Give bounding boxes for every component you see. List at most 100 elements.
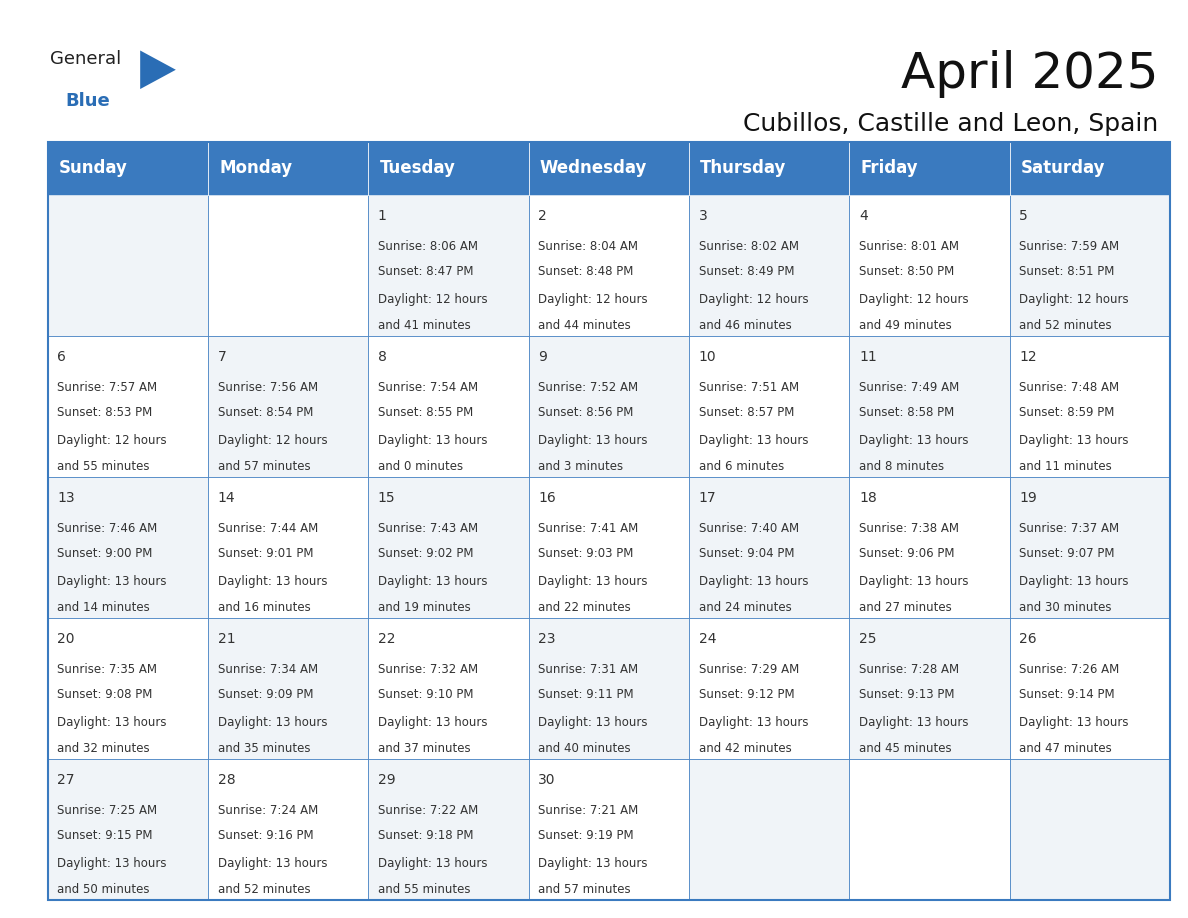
Text: Sunset: 8:56 PM: Sunset: 8:56 PM <box>538 406 633 420</box>
Text: Sunset: 8:53 PM: Sunset: 8:53 PM <box>57 406 152 420</box>
Text: 13: 13 <box>57 491 75 505</box>
Text: Daylight: 12 hours: Daylight: 12 hours <box>217 434 327 447</box>
FancyBboxPatch shape <box>529 195 689 336</box>
Text: and 22 minutes: and 22 minutes <box>538 600 631 614</box>
FancyBboxPatch shape <box>368 476 529 618</box>
Text: Daylight: 13 hours: Daylight: 13 hours <box>378 857 487 870</box>
FancyBboxPatch shape <box>48 195 208 336</box>
Text: Sunrise: 8:02 AM: Sunrise: 8:02 AM <box>699 240 798 252</box>
Text: Daylight: 13 hours: Daylight: 13 hours <box>57 716 166 729</box>
FancyBboxPatch shape <box>689 476 849 618</box>
Text: Daylight: 13 hours: Daylight: 13 hours <box>378 434 487 447</box>
Text: Sunset: 9:12 PM: Sunset: 9:12 PM <box>699 688 795 701</box>
Text: Sunrise: 8:04 AM: Sunrise: 8:04 AM <box>538 240 638 252</box>
Text: Sunset: 9:01 PM: Sunset: 9:01 PM <box>217 547 312 560</box>
Text: and 50 minutes: and 50 minutes <box>57 883 150 896</box>
Text: 27: 27 <box>57 773 75 787</box>
Text: and 24 minutes: and 24 minutes <box>699 600 791 614</box>
FancyBboxPatch shape <box>689 618 849 758</box>
Text: Daylight: 13 hours: Daylight: 13 hours <box>538 576 647 588</box>
Text: Cubillos, Castille and Leon, Spain: Cubillos, Castille and Leon, Spain <box>742 112 1158 136</box>
Text: and 41 minutes: and 41 minutes <box>378 319 470 331</box>
Text: and 6 minutes: and 6 minutes <box>699 460 784 473</box>
Text: and 44 minutes: and 44 minutes <box>538 319 631 331</box>
Text: and 57 minutes: and 57 minutes <box>538 883 631 896</box>
Text: Sunset: 8:49 PM: Sunset: 8:49 PM <box>699 265 794 278</box>
Text: 16: 16 <box>538 491 556 505</box>
Text: Daylight: 12 hours: Daylight: 12 hours <box>1019 294 1129 307</box>
FancyBboxPatch shape <box>368 336 529 476</box>
Text: and 3 minutes: and 3 minutes <box>538 460 624 473</box>
Text: and 57 minutes: and 57 minutes <box>217 460 310 473</box>
Text: 9: 9 <box>538 350 548 364</box>
Text: 1: 1 <box>378 208 387 223</box>
Text: Sunset: 8:48 PM: Sunset: 8:48 PM <box>538 265 633 278</box>
Text: Sunset: 9:03 PM: Sunset: 9:03 PM <box>538 547 633 560</box>
Text: Daylight: 13 hours: Daylight: 13 hours <box>699 434 808 447</box>
Text: April 2025: April 2025 <box>901 50 1158 98</box>
Text: 15: 15 <box>378 491 396 505</box>
Text: Daylight: 13 hours: Daylight: 13 hours <box>699 576 808 588</box>
FancyBboxPatch shape <box>368 142 529 195</box>
Text: Daylight: 13 hours: Daylight: 13 hours <box>217 716 327 729</box>
FancyBboxPatch shape <box>849 618 1010 758</box>
Text: Sunrise: 7:48 AM: Sunrise: 7:48 AM <box>1019 381 1119 394</box>
Text: Sunset: 9:13 PM: Sunset: 9:13 PM <box>859 688 954 701</box>
Text: Sunset: 8:51 PM: Sunset: 8:51 PM <box>1019 265 1114 278</box>
Text: 6: 6 <box>57 350 67 364</box>
Text: Sunrise: 7:44 AM: Sunrise: 7:44 AM <box>217 521 317 535</box>
Text: Sunrise: 7:26 AM: Sunrise: 7:26 AM <box>1019 663 1119 676</box>
FancyBboxPatch shape <box>689 142 849 195</box>
Text: 4: 4 <box>859 208 867 223</box>
Text: 3: 3 <box>699 208 707 223</box>
Text: Friday: Friday <box>860 160 918 177</box>
Text: Daylight: 13 hours: Daylight: 13 hours <box>538 716 647 729</box>
Text: Sunset: 9:07 PM: Sunset: 9:07 PM <box>1019 547 1114 560</box>
Text: 24: 24 <box>699 632 716 645</box>
Text: and 42 minutes: and 42 minutes <box>699 742 791 755</box>
FancyBboxPatch shape <box>1010 476 1170 618</box>
Text: Daylight: 13 hours: Daylight: 13 hours <box>1019 576 1129 588</box>
FancyBboxPatch shape <box>368 758 529 900</box>
Text: Sunset: 9:10 PM: Sunset: 9:10 PM <box>378 688 473 701</box>
Text: Sunrise: 7:49 AM: Sunrise: 7:49 AM <box>859 381 959 394</box>
FancyBboxPatch shape <box>1010 758 1170 900</box>
Text: Daylight: 13 hours: Daylight: 13 hours <box>859 576 968 588</box>
Text: 20: 20 <box>57 632 75 645</box>
Text: Sunrise: 7:57 AM: Sunrise: 7:57 AM <box>57 381 157 394</box>
FancyBboxPatch shape <box>48 142 208 195</box>
Text: Daylight: 13 hours: Daylight: 13 hours <box>1019 716 1129 729</box>
Text: Daylight: 13 hours: Daylight: 13 hours <box>538 434 647 447</box>
Text: Daylight: 13 hours: Daylight: 13 hours <box>217 857 327 870</box>
Text: 10: 10 <box>699 350 716 364</box>
Text: Wednesday: Wednesday <box>539 160 647 177</box>
Text: Sunrise: 7:54 AM: Sunrise: 7:54 AM <box>378 381 478 394</box>
Text: 12: 12 <box>1019 350 1037 364</box>
Text: 8: 8 <box>378 350 387 364</box>
Text: Sunset: 8:54 PM: Sunset: 8:54 PM <box>217 406 312 420</box>
FancyBboxPatch shape <box>689 758 849 900</box>
Text: 11: 11 <box>859 350 877 364</box>
Text: 18: 18 <box>859 491 877 505</box>
Text: 14: 14 <box>217 491 235 505</box>
FancyBboxPatch shape <box>529 336 689 476</box>
FancyBboxPatch shape <box>849 195 1010 336</box>
Text: Sunrise: 7:56 AM: Sunrise: 7:56 AM <box>217 381 317 394</box>
FancyBboxPatch shape <box>1010 142 1170 195</box>
FancyBboxPatch shape <box>849 476 1010 618</box>
Text: Sunrise: 7:28 AM: Sunrise: 7:28 AM <box>859 663 959 676</box>
FancyBboxPatch shape <box>208 142 368 195</box>
Text: Blue: Blue <box>65 92 110 110</box>
Text: Thursday: Thursday <box>700 160 786 177</box>
Text: Sunset: 8:57 PM: Sunset: 8:57 PM <box>699 406 794 420</box>
Text: Sunset: 8:59 PM: Sunset: 8:59 PM <box>1019 406 1114 420</box>
Text: 2: 2 <box>538 208 546 223</box>
Text: Sunset: 8:50 PM: Sunset: 8:50 PM <box>859 265 954 278</box>
FancyBboxPatch shape <box>529 618 689 758</box>
Text: Sunset: 8:55 PM: Sunset: 8:55 PM <box>378 406 473 420</box>
Text: Sunset: 9:04 PM: Sunset: 9:04 PM <box>699 547 794 560</box>
Polygon shape <box>140 50 176 89</box>
Text: and 30 minutes: and 30 minutes <box>1019 600 1112 614</box>
Text: 29: 29 <box>378 773 396 787</box>
FancyBboxPatch shape <box>48 476 208 618</box>
